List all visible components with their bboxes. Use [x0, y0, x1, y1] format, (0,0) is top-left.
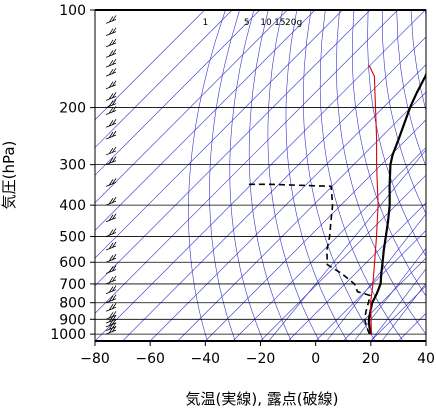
mixing-ratio-labels: 1 5 10 15 20g: [202, 18, 302, 28]
wind-barb: [105, 119, 117, 128]
wind-barb: [105, 254, 117, 263]
x-tick-label: 40: [417, 351, 435, 367]
wind-barb: [105, 27, 117, 37]
y-tick-label: 900: [59, 312, 86, 328]
dry-adiabat-line: [367, 10, 426, 257]
x-tick-label: −80: [80, 351, 110, 367]
wind-barb: [105, 156, 117, 166]
wind-barb: [105, 294, 117, 304]
dry-adiabat-line: [285, 10, 348, 341]
mixing-ratio-label: 5: [244, 18, 250, 28]
x-tick-label: −60: [135, 351, 165, 367]
x-axis-title: 気温(実線), 露点(破線): [186, 390, 339, 408]
wind-barb: [105, 275, 117, 285]
isotherm-line: [95, 10, 371, 287]
isobars: [95, 10, 426, 335]
isotherm-line: [95, 10, 398, 314]
wind-barb: [105, 99, 117, 108]
y-tick-label: 200: [59, 101, 86, 117]
y-tick-label: 700: [59, 277, 86, 293]
y-tick-label: 300: [59, 158, 86, 174]
wind-barb: [105, 241, 117, 251]
isotherm-line: [315, 229, 426, 341]
wind-barb: [105, 130, 117, 140]
isotherm-line: [95, 10, 205, 121]
wind-barb: [105, 303, 117, 312]
y-axis-title: 気圧(hPa): [0, 141, 18, 210]
isotherm-line: [122, 36, 426, 341]
wind-barbs: [105, 10, 117, 335]
wind-barb: [105, 146, 117, 156]
mixing-ratio-line: [370, 268, 426, 341]
isotherm-line: [287, 202, 426, 341]
wind-barb: [106, 10, 108, 11]
dry-adiabat-line: [425, 10, 426, 21]
mixing-ratio-label: 15: [274, 18, 285, 28]
wind-barb: [105, 92, 117, 101]
wind-barb: [105, 58, 117, 68]
isotherm-line: [95, 10, 233, 148]
isotherm-line: [232, 147, 426, 341]
mixing-ratio-line: [268, 149, 426, 341]
mixing-ratio-line: [326, 213, 426, 341]
dry-adiabat-line: [396, 10, 426, 168]
isotherm-line: [95, 10, 316, 231]
wind-barb: [105, 196, 117, 206]
y-tick-label: 800: [59, 296, 86, 312]
wind-barb: [105, 15, 117, 24]
mixing-ratio-line: [354, 247, 426, 341]
wind-barb: [105, 67, 117, 77]
isotherm-line: [95, 10, 343, 259]
x-tick-label: −20: [246, 351, 276, 367]
dry-adiabat-line: [351, 10, 426, 297]
wind-barb: [105, 106, 117, 115]
dry-adiabat-line: [188, 10, 226, 341]
isotherm-line: [149, 64, 426, 341]
wind-barb: [105, 49, 117, 58]
wind-barb: [105, 265, 117, 274]
wind-barb: [105, 178, 117, 187]
mixing-ratio-label: 20g: [285, 18, 302, 28]
isotherm-line: [343, 257, 426, 341]
wind-barb: [105, 311, 117, 320]
series-lines: [247, 64, 426, 335]
mixing-ratio-label: 1: [202, 18, 208, 28]
dry-adiabat-line: [229, 10, 264, 341]
isotherm-line: [425, 340, 426, 341]
wind-barb: [105, 80, 117, 90]
mixing-ratio-line: [381, 282, 426, 341]
isotherm-line: [95, 10, 426, 341]
temperature-line: [367, 71, 426, 335]
isotherm-line: [95, 10, 260, 176]
dry-adiabat-line: [336, 10, 426, 335]
dewpoint-line: [247, 183, 371, 335]
dry-adiabat-line: [382, 10, 426, 215]
x-tick-label: 0: [311, 351, 320, 367]
isotherm-line: [205, 119, 426, 341]
y-tick-label: 100: [59, 3, 86, 19]
dry-adiabat-line: [209, 10, 240, 341]
dry-adiabat-line: [319, 10, 404, 341]
x-axis: −80 −60 −40 −20 0 20 40: [80, 341, 435, 367]
background-lines: [95, 10, 426, 341]
x-tick-label: −40: [191, 351, 221, 367]
dry-adiabat-line: [248, 10, 292, 341]
isotherm-line: [95, 10, 288, 204]
x-tick-label: 20: [362, 351, 380, 367]
wind-barb: [105, 38, 117, 48]
parcel-line: [368, 64, 379, 335]
y-tick-label: 400: [59, 198, 86, 214]
wind-barb: [105, 285, 117, 295]
y-tick-label: 500: [59, 230, 86, 246]
wind-barb: [105, 213, 117, 223]
isotherm-line: [177, 91, 426, 341]
y-tick-label: 600: [59, 255, 86, 271]
dry-adiabat-line: [267, 10, 320, 341]
y-tick-label: 1000: [50, 327, 86, 343]
wind-barb: [105, 228, 117, 237]
dry-adiabat-line: [303, 10, 376, 341]
mixing-ratio-label: 10: [260, 18, 272, 28]
